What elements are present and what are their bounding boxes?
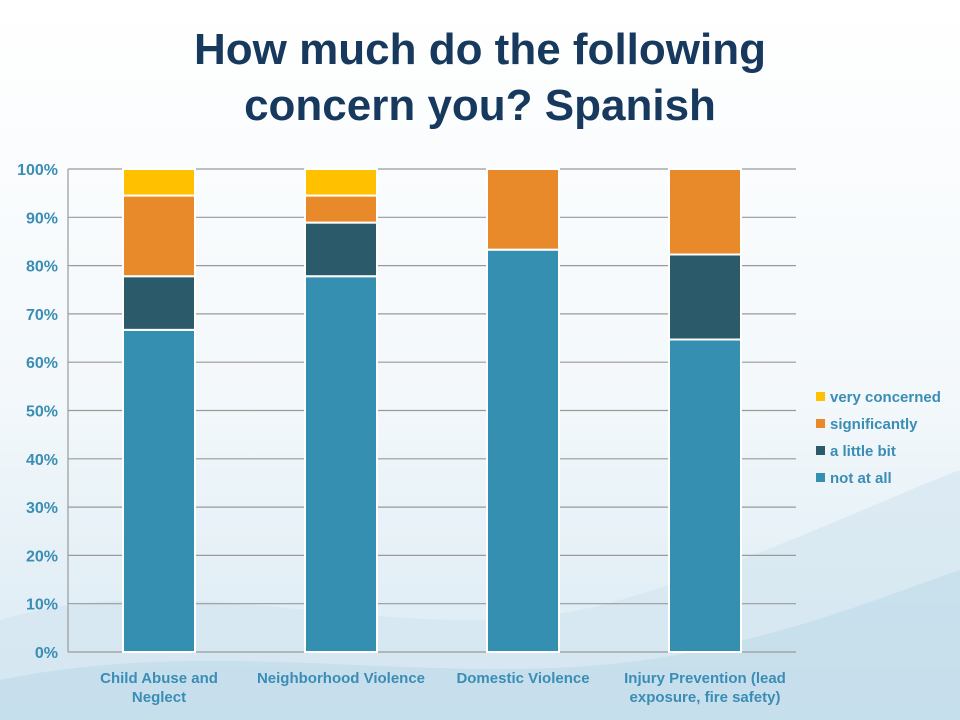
y-tick-label: 80% [26, 259, 58, 276]
legend-swatch [816, 419, 825, 428]
y-tick-label: 70% [26, 307, 58, 324]
bar-segment-significantly [304, 194, 378, 224]
y-tick-label: 30% [26, 500, 58, 517]
bar-segment-not-at-all [668, 338, 742, 653]
bar-segment-a-little-bit [304, 221, 378, 278]
y-tick-label: 10% [26, 597, 58, 614]
slide-title: How much do the following concern you? S… [0, 22, 960, 134]
slide-title-line2: concern you? Spanish [244, 81, 716, 130]
x-category-label: Child Abuse and [100, 670, 218, 687]
y-tick-label: 0% [35, 645, 58, 662]
bar-segment-not-at-all [486, 248, 560, 653]
bar-segment-a-little-bit [668, 253, 742, 341]
x-category-label: exposure, fire safety) [630, 689, 781, 706]
y-tick-label: 100% [17, 162, 58, 179]
x-category-label: Neighborhood Violence [257, 670, 425, 687]
legend-swatch [816, 392, 825, 401]
bar-segment-a-little-bit [122, 275, 196, 331]
x-category-label: Injury Prevention (lead [624, 670, 786, 687]
bar-segment-significantly [486, 168, 560, 251]
legend-label: very concerned [830, 389, 941, 406]
x-category-label: Neglect [132, 689, 186, 706]
x-category-label: Domestic Violence [456, 670, 589, 687]
bar-segment-very-concerned [122, 168, 196, 197]
legend-label: not at all [830, 470, 892, 487]
legend-swatch [816, 473, 825, 482]
y-tick-label: 60% [26, 355, 58, 372]
slide-title-line1: How much do the following [194, 25, 766, 74]
y-tick-label: 40% [26, 452, 58, 469]
bar-segment-significantly [122, 194, 196, 278]
bar-segment-not-at-all [304, 275, 378, 653]
legend-swatch [816, 446, 825, 455]
legend-label: a little bit [830, 443, 896, 460]
bar-segment-significantly [668, 168, 742, 256]
legend-label: significantly [830, 416, 918, 433]
y-tick-label: 20% [26, 548, 58, 565]
y-tick-label: 90% [26, 210, 58, 227]
y-tick-label: 50% [26, 404, 58, 421]
bar-segment-very-concerned [304, 168, 378, 197]
bar-segment-not-at-all [122, 328, 196, 653]
